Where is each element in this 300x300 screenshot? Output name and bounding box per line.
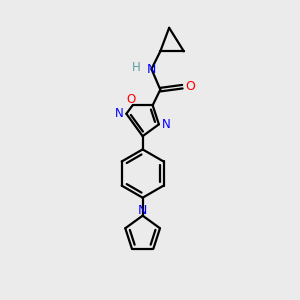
Text: N: N [162, 118, 171, 131]
Text: N: N [147, 62, 156, 76]
Text: N: N [138, 205, 147, 218]
Text: N: N [115, 107, 123, 120]
Text: H: H [131, 61, 140, 74]
Text: O: O [127, 94, 136, 106]
Text: O: O [186, 80, 196, 93]
